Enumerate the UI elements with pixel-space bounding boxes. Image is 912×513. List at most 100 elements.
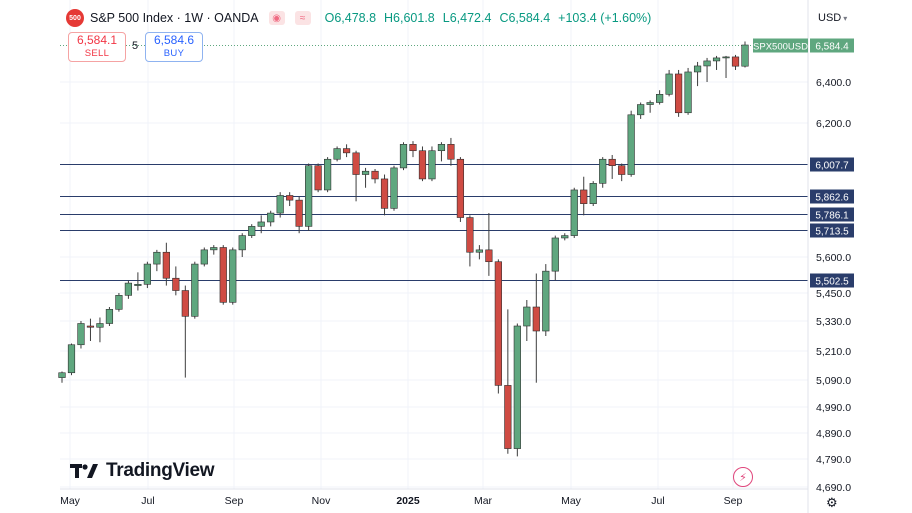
candle [342, 144, 351, 158]
candle [589, 181, 597, 207]
candle-body-down [352, 152, 360, 175]
level-label-bg [810, 189, 854, 204]
level-label-bg [810, 273, 854, 288]
candle-body-up [684, 71, 692, 114]
candle-body-up [134, 284, 142, 286]
currency-selector[interactable]: USD ▾ [818, 12, 847, 24]
chevron-down-icon: ▾ [843, 14, 848, 23]
candle [693, 61, 702, 87]
candle [599, 157, 607, 188]
candle [115, 293, 123, 312]
candle [257, 215, 265, 234]
candle-body-up [200, 249, 208, 265]
candle-body-down [731, 56, 740, 67]
candle [371, 169, 379, 184]
candle-body-down [580, 189, 588, 204]
candle-body-down [466, 217, 474, 253]
candle-body-up [428, 150, 436, 180]
x-tick-label: 2025 [396, 495, 420, 507]
candle [134, 272, 142, 291]
candle [181, 285, 189, 378]
x-tick-label: Mar [474, 495, 493, 507]
candle [105, 307, 114, 326]
candle [162, 242, 170, 286]
candle-body-up [276, 195, 284, 214]
candle-body-down [219, 247, 227, 303]
candle [485, 213, 493, 276]
candle [627, 110, 635, 177]
candle-body-up [210, 247, 218, 251]
candle [238, 233, 246, 257]
gear-icon[interactable]: ⚙ [826, 495, 838, 510]
candle-body-up [153, 251, 161, 265]
eye-icon[interactable]: ◉ [268, 11, 285, 25]
chart-grid [60, 0, 808, 489]
candle-body-up [324, 158, 332, 191]
y-tick-label: 5,330.0 [816, 316, 851, 328]
candle [248, 224, 256, 238]
candle [741, 41, 749, 68]
candle-body-up [437, 144, 446, 152]
high-value: H6,601.8 [384, 11, 435, 25]
candle-body-down [172, 277, 180, 291]
wave-icon[interactable]: ≈ [294, 11, 311, 25]
level-label: 6,007.7 [815, 161, 849, 172]
y-tick-label: 5,210.0 [816, 346, 851, 358]
buy-label: BUY [163, 48, 185, 59]
candle [703, 57, 711, 82]
x-tick-label: Sep [724, 495, 743, 507]
candle-body-down [494, 261, 502, 386]
candle [542, 264, 550, 336]
x-tick-label: Nov [312, 495, 331, 507]
candle [580, 176, 588, 216]
candle-body-up [248, 226, 256, 236]
level-label: 5,862.6 [815, 193, 849, 204]
symbol-title[interactable]: S&P 500 Index · 1W · OANDA [90, 11, 259, 25]
tradingview-logo: TradingView [70, 460, 215, 482]
sell-button[interactable]: 6,584.1 SELL [68, 32, 126, 62]
time-axis[interactable]: May Jul Sep Nov 2025 Mar May Jul Sep [60, 495, 742, 507]
candle [532, 273, 540, 383]
lightning-icon[interactable]: ⚡ [733, 467, 753, 487]
candle [684, 67, 692, 115]
candle-body-down [380, 178, 389, 209]
candle [437, 142, 446, 162]
low-value: L6,472.4 [442, 11, 492, 25]
candle-body-down [181, 290, 189, 317]
candle-body-up [143, 263, 151, 285]
candle-body-down [618, 165, 626, 175]
candle-body-up [238, 235, 246, 251]
candle-body-up [96, 323, 104, 328]
candle [418, 146, 427, 182]
candle [722, 55, 730, 78]
candle-body-down [286, 195, 294, 201]
level-label-bg [810, 157, 854, 172]
horizontal-levels [60, 45, 808, 281]
candle [305, 163, 313, 231]
chart-header: 500 S&P 500 Index · 1W · OANDA ◉ ≈ O6,47… [66, 8, 651, 28]
candle-body-up [656, 94, 664, 103]
candle-body-up [305, 165, 313, 227]
sell-label: SELL [84, 48, 110, 59]
logo-text: TradingView [106, 460, 215, 481]
price-axis[interactable]: 4,690.0 4,790.0 4,890.0 4,990.0 5,090.0 5,210… [816, 77, 851, 494]
candle [504, 309, 512, 454]
buy-button[interactable]: 6,584.6 BUY [145, 32, 203, 62]
candle [67, 343, 76, 376]
candlestick-series [58, 41, 749, 457]
candle [229, 247, 237, 305]
open-value: O6,478.8 [324, 11, 377, 25]
candle-body-down [447, 144, 455, 160]
y-tick-label: 4,890.0 [816, 428, 851, 440]
candle-body-up [551, 237, 559, 272]
candle-body-up [115, 295, 123, 310]
level-label: 5,713.5 [815, 227, 849, 238]
candle [409, 141, 417, 158]
candle-body-up [627, 114, 635, 175]
y-tick-label: 6,200.0 [816, 118, 851, 130]
candle-body-down [86, 325, 95, 328]
spread-value: 5 [132, 40, 139, 52]
candle [712, 55, 721, 70]
candle-body-up [513, 325, 521, 449]
